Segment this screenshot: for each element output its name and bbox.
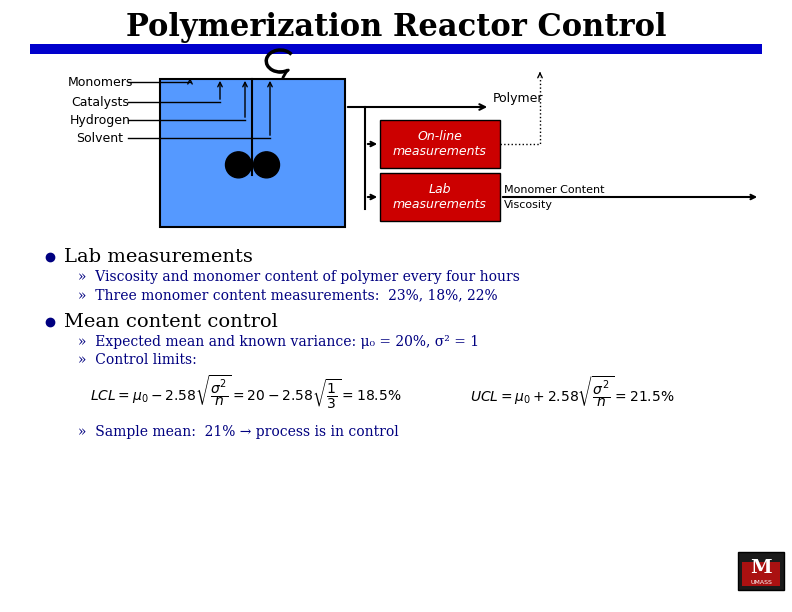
Text: Hydrogen: Hydrogen — [70, 113, 131, 127]
Text: Monomer Content: Monomer Content — [504, 185, 604, 195]
Text: Solvent: Solvent — [77, 132, 124, 144]
Text: $LCL = \mu_0 - 2.58\sqrt{\dfrac{\sigma^2}{n}} = 20 - 2.58\sqrt{\dfrac{1}{3}} = 1: $LCL = \mu_0 - 2.58\sqrt{\dfrac{\sigma^2… — [90, 373, 402, 411]
Text: On-line
measurements: On-line measurements — [393, 130, 487, 158]
Text: »  Viscosity and monomer content of polymer every four hours: » Viscosity and monomer content of polym… — [78, 270, 520, 284]
Text: Catalysts: Catalysts — [71, 95, 129, 108]
Text: Lab
measurements: Lab measurements — [393, 183, 487, 211]
Bar — [742, 562, 780, 586]
Bar — [160, 79, 345, 227]
Text: Viscosity: Viscosity — [504, 200, 553, 210]
Text: »  Expected mean and known variance: μ₀ = 20%, σ² = 1: » Expected mean and known variance: μ₀ =… — [78, 335, 479, 349]
Bar — [380, 120, 500, 168]
Text: »  Control limits:: » Control limits: — [78, 353, 196, 367]
Text: »  Three monomer content measurements:  23%, 18%, 22%: » Three monomer content measurements: 23… — [78, 288, 497, 302]
Text: Polymerization Reactor Control: Polymerization Reactor Control — [126, 12, 666, 42]
Text: M: M — [750, 559, 772, 577]
Text: »  Sample mean:  21% → process is in control: » Sample mean: 21% → process is in contr… — [78, 425, 398, 439]
Text: Lab measurements: Lab measurements — [64, 248, 253, 266]
Bar — [738, 552, 784, 590]
Text: $UCL = \mu_0 + 2.58\sqrt{\dfrac{\sigma^2}{n}} = 21.5\%$: $UCL = \mu_0 + 2.58\sqrt{\dfrac{\sigma^2… — [470, 375, 675, 409]
Bar — [30, 44, 762, 54]
Text: Mean content control: Mean content control — [64, 313, 278, 331]
Text: UMASS: UMASS — [750, 580, 772, 585]
Circle shape — [253, 152, 280, 178]
Circle shape — [226, 152, 252, 178]
Text: Polymer: Polymer — [493, 92, 543, 105]
Bar — [380, 173, 500, 221]
Text: Monomers: Monomers — [67, 75, 133, 89]
